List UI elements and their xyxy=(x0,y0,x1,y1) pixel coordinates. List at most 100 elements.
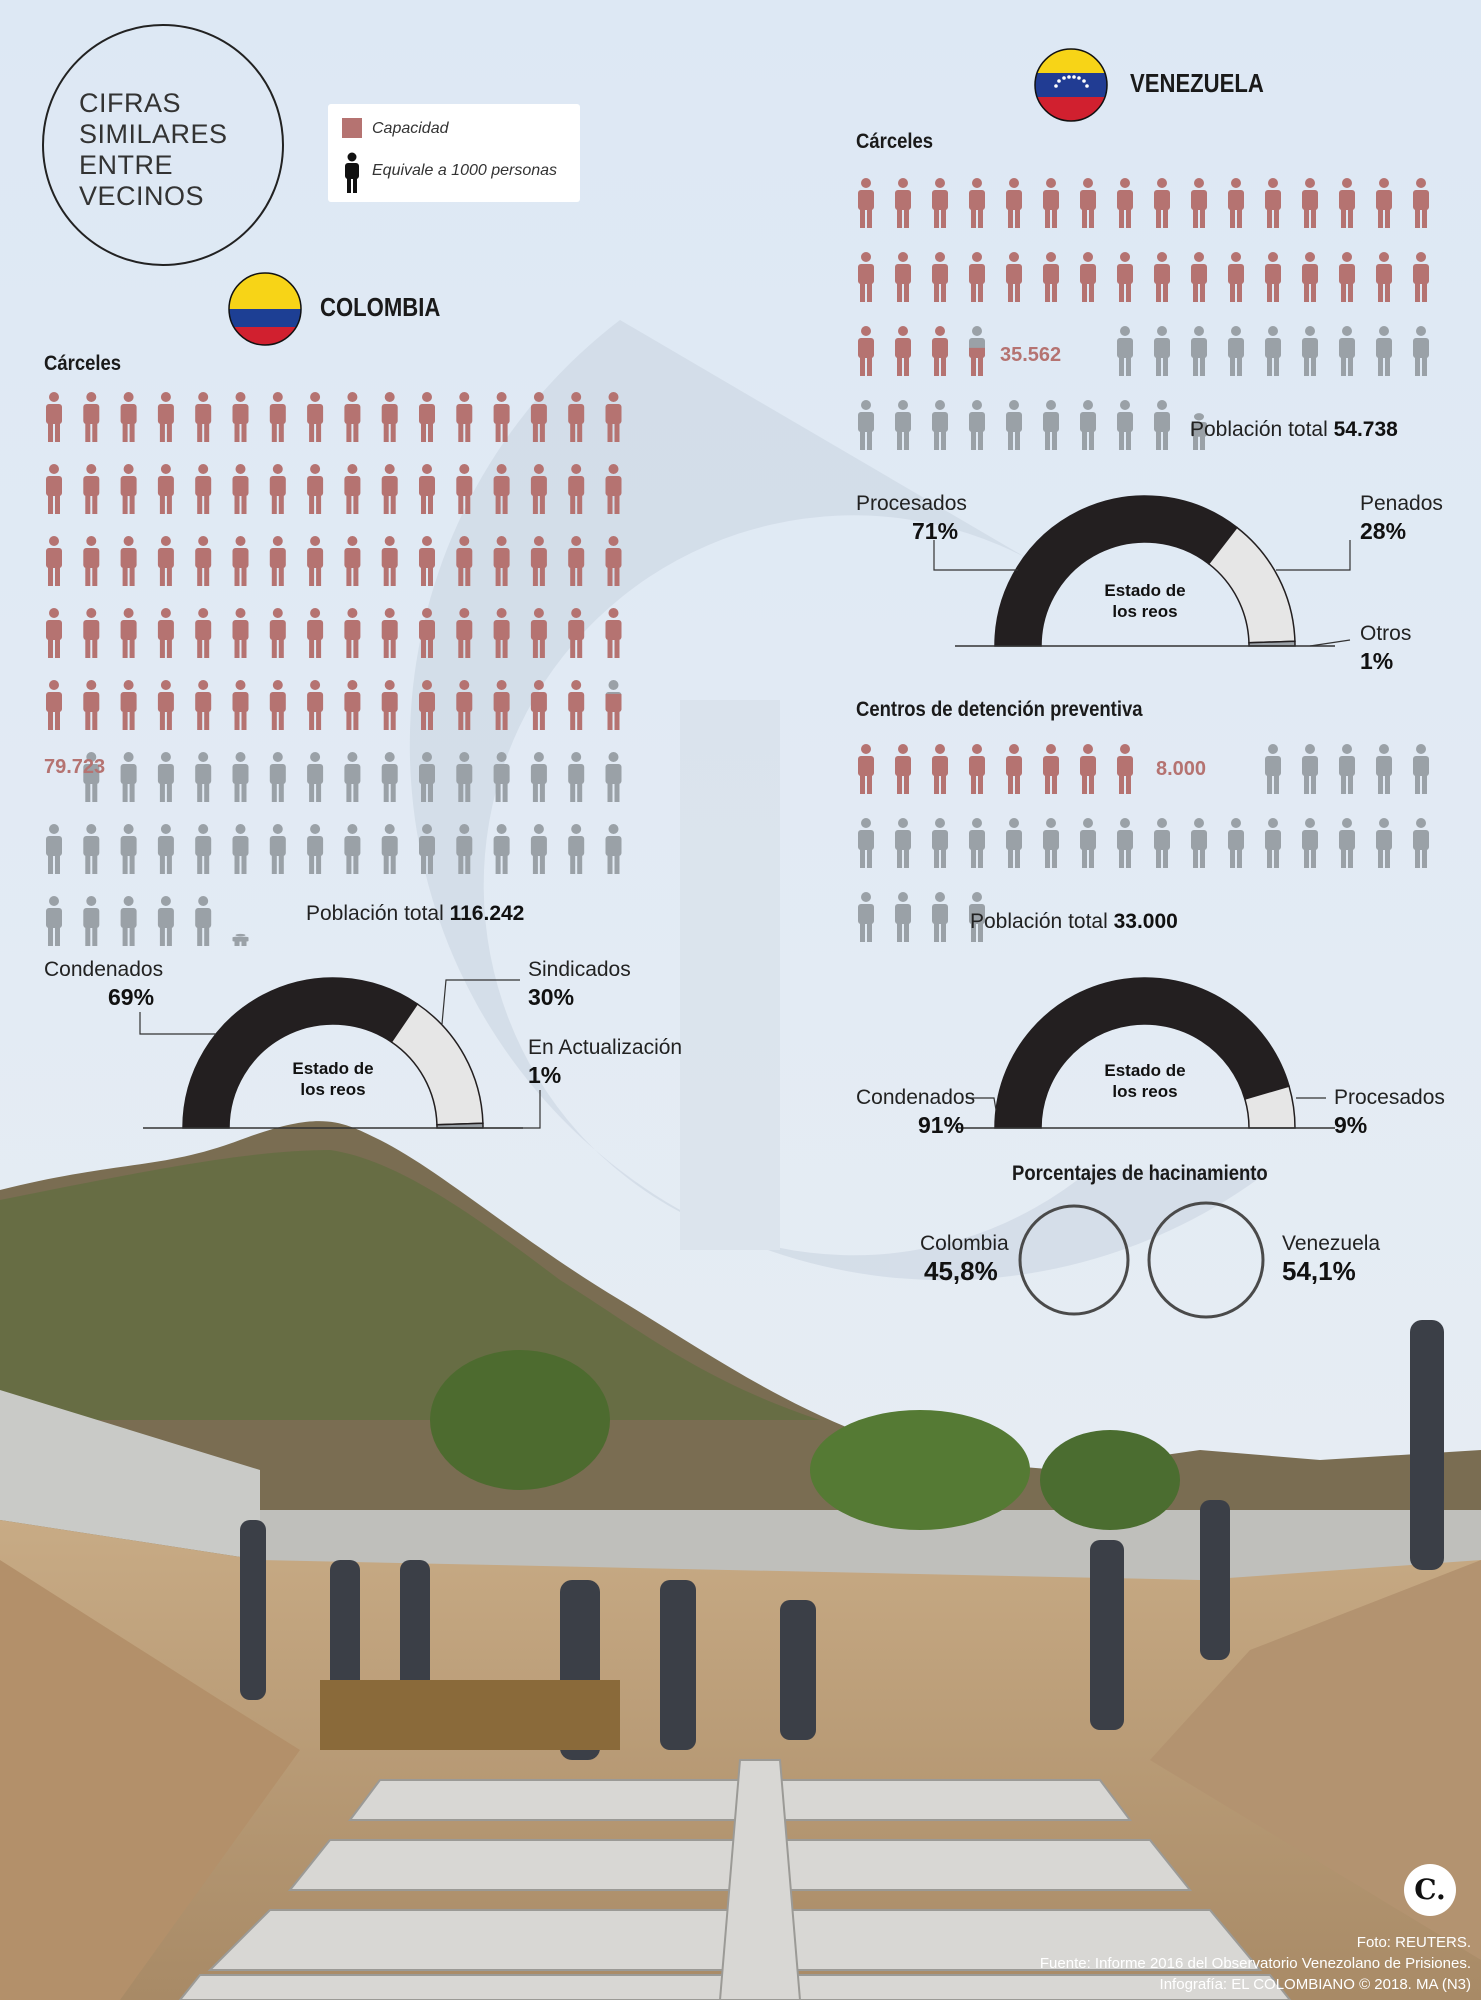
grid-ven-person xyxy=(969,178,985,228)
grid-ven-person xyxy=(1006,400,1022,450)
grid-ven-person-partial xyxy=(1191,413,1207,450)
colombia-gauge-segment-1 xyxy=(390,1002,484,1126)
grid-det-person xyxy=(969,892,985,942)
grid-det-person xyxy=(858,744,874,794)
grid-ven-person xyxy=(1302,252,1318,302)
grid-col-person xyxy=(232,752,249,802)
grid-det-person xyxy=(1302,818,1318,868)
grid-col-person xyxy=(157,680,174,730)
grid-col-person xyxy=(530,608,547,658)
venezuela-flag-icon xyxy=(1034,48,1108,122)
grid-det-person xyxy=(858,892,874,942)
venezuela-gauge2-label-0: Condenados xyxy=(856,1086,976,1109)
title-circle: CIFRAS SIMILARES ENTRE VECINOS xyxy=(42,24,284,266)
grid-col-person xyxy=(120,824,137,874)
venezuela-gauge-label-0: Procesados xyxy=(856,492,967,515)
grid-col-person xyxy=(195,680,212,730)
venezuela-gauge-pct-2: 1% xyxy=(1360,648,1394,674)
grid-ven-person xyxy=(895,178,911,228)
grid-ven-person xyxy=(1191,326,1207,376)
venezuela-detencion-pictogram xyxy=(858,744,1429,942)
grid-col-person xyxy=(307,752,324,802)
grid-ven-person xyxy=(1339,252,1355,302)
colombia-leader-0 xyxy=(139,1012,216,1035)
grid-col-person xyxy=(530,392,547,442)
grid-col-person xyxy=(419,824,435,874)
grid-col-person xyxy=(195,752,212,802)
grid-col-person xyxy=(269,824,286,874)
grid-det-person xyxy=(1302,744,1318,794)
grid-col-person xyxy=(456,464,473,514)
grid-det-person xyxy=(1265,818,1281,868)
colombia-capacity-label: 79.723 xyxy=(44,756,106,778)
hacinamiento-venezuela-pct: 54,1% xyxy=(1282,1256,1356,1286)
grid-col-person xyxy=(419,464,435,514)
grid-col-person xyxy=(381,680,398,730)
grid-ven-person xyxy=(1117,400,1133,450)
colombia-title: COLOMBIA xyxy=(320,292,441,322)
legend-person-label: Equivale a 1000 personas xyxy=(372,162,558,179)
grid-col-person xyxy=(232,680,249,730)
grid-det-person xyxy=(1117,744,1133,794)
grid-ven-person xyxy=(1006,252,1022,302)
grid-det-person xyxy=(1043,818,1059,868)
colombia-gauge-pct-0: 69% xyxy=(108,984,155,1010)
grid-col-person xyxy=(381,824,398,874)
grid-col-person xyxy=(605,392,622,442)
grid-ven-person xyxy=(1080,400,1096,450)
colombia-population-prefix: Población total xyxy=(306,902,450,925)
grid-det-person xyxy=(1339,818,1355,868)
grid-col-person xyxy=(195,896,212,946)
grid-col-person xyxy=(344,752,361,802)
grid-ven-person xyxy=(1376,252,1392,302)
grid-col-person xyxy=(157,536,174,586)
footer-photo: Foto: REUTERS. xyxy=(1356,1934,1471,1951)
grid-det-person xyxy=(932,892,948,942)
grid-col-person xyxy=(83,896,100,946)
venezuela-gauge-center: Estado de los reos xyxy=(1104,581,1186,621)
colombia-population-total: Población total 116.242 xyxy=(306,902,524,926)
grid-col-person xyxy=(605,680,622,730)
grid-ven-person xyxy=(1117,252,1133,302)
brand-logo-icon: C. xyxy=(1404,1864,1456,1916)
grid-ven-person xyxy=(1117,326,1133,376)
grid-col-person xyxy=(46,824,62,874)
venezuela-gauge-segment-0 xyxy=(994,495,1238,647)
venezuela-capacity-label: 35.562 xyxy=(1000,344,1062,366)
grid-ven-person xyxy=(1413,326,1429,376)
grid-det-person xyxy=(1080,818,1096,868)
grid-ven-person xyxy=(1228,252,1244,302)
colombia-carceles-heading: Cárceles xyxy=(44,352,122,375)
detencion-population-prefix: Población total xyxy=(970,910,1114,933)
grid-col-person xyxy=(493,464,510,514)
grid-ven-person xyxy=(1376,326,1392,376)
grid-col-person xyxy=(157,608,174,658)
grid-col-person xyxy=(83,608,100,658)
grid-col-person xyxy=(493,536,510,586)
venezuela-population-prefix: Población total xyxy=(1190,418,1334,441)
grid-ven-person xyxy=(1043,252,1059,302)
grid-ven-person xyxy=(1191,252,1207,302)
grid-col-person xyxy=(568,536,585,586)
grid-ven-person xyxy=(895,400,911,450)
grid-col-person xyxy=(232,392,249,442)
legend-capacity-label: Capacidad xyxy=(372,120,449,137)
grid-col-person xyxy=(605,608,622,658)
grid-col-person xyxy=(307,824,324,874)
grid-col-person xyxy=(120,680,137,730)
grid-ven-person xyxy=(1413,178,1429,228)
grid-ven-person xyxy=(1228,178,1244,228)
grid-ven-person xyxy=(1376,178,1392,228)
grid-col-person xyxy=(419,608,435,658)
grid-col-person xyxy=(381,752,398,802)
grid-det-person xyxy=(932,744,948,794)
colombia-flag-icon xyxy=(228,272,302,346)
grid-ven-person xyxy=(1265,252,1281,302)
grid-col-person xyxy=(269,680,286,730)
grid-col-person xyxy=(344,824,361,874)
grid-ven-person xyxy=(858,252,874,302)
colombia-gauge-segment-0 xyxy=(182,977,419,1129)
grid-col-person xyxy=(307,392,324,442)
grid-det-person xyxy=(969,818,985,868)
colombia-population-value: 116.242 xyxy=(449,902,525,925)
